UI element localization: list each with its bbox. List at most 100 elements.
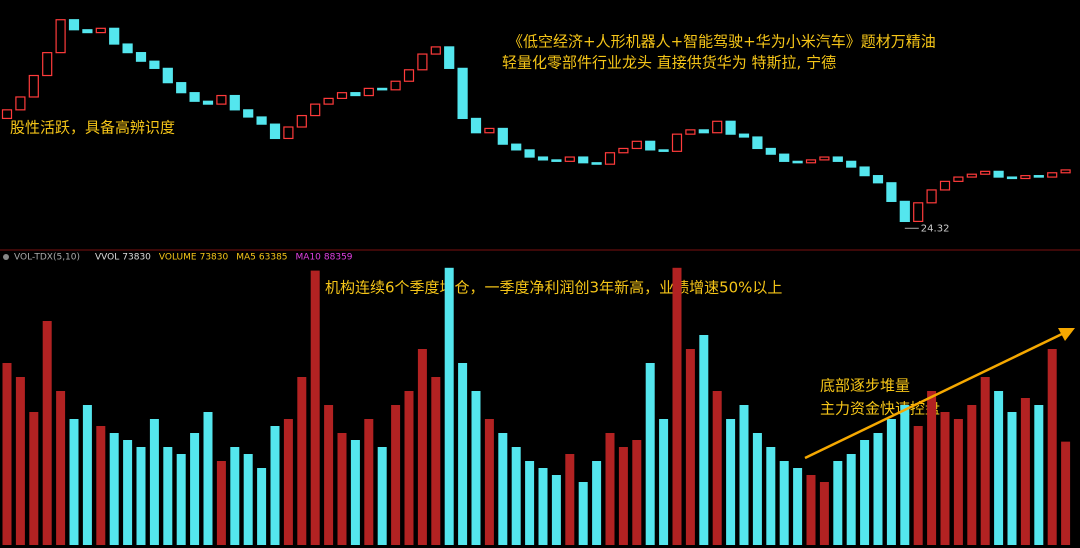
volume-bar — [42, 321, 52, 545]
readout-name: MA5 — [236, 253, 256, 263]
volume-bar — [96, 426, 106, 545]
candle — [926, 189, 937, 204]
candle — [779, 153, 790, 162]
candle — [135, 52, 147, 62]
annotation: 股性活跃，具备高辨识度 — [10, 119, 175, 137]
candle — [819, 156, 830, 161]
volume-bar — [2, 363, 12, 545]
volume-bar — [860, 440, 870, 545]
volume-bar — [1007, 412, 1017, 545]
volume-bar — [270, 426, 280, 545]
volume-bar — [149, 419, 159, 545]
candle — [68, 19, 80, 31]
arrow-head — [1058, 328, 1075, 341]
candle — [122, 43, 133, 54]
volume-bar — [190, 433, 200, 545]
candle — [162, 67, 173, 84]
volume-bar — [444, 267, 454, 545]
candle — [95, 27, 106, 34]
annotation: 机构连续6个季度增仓，一季度净利润创3年新高，业绩增速50%以上 — [325, 279, 782, 297]
candle — [832, 156, 843, 162]
volume-bar — [578, 482, 588, 545]
candle — [725, 120, 736, 135]
volume-bar — [953, 419, 963, 545]
candle — [42, 52, 53, 77]
candle — [417, 53, 428, 71]
candle — [993, 170, 1004, 178]
volume-bar — [967, 405, 977, 545]
candle — [149, 60, 160, 69]
volume-bar — [458, 363, 468, 545]
readout-value: 73830 — [200, 253, 229, 263]
volume-bar — [391, 405, 401, 545]
volume-bar — [752, 433, 762, 545]
volume-bar — [230, 447, 240, 545]
volume-bar — [940, 412, 950, 545]
indicator-name: VOL-TDX(5,10) — [14, 253, 80, 263]
candle — [457, 67, 468, 120]
candle — [323, 97, 334, 105]
volume-bar — [56, 391, 66, 545]
volume-bar — [726, 419, 736, 545]
annotation: 底部逐步堆量 — [820, 377, 910, 395]
candle — [1006, 176, 1018, 180]
volume-bar — [551, 475, 561, 545]
volume-bar — [525, 461, 535, 545]
readout-name: VVOL — [95, 253, 119, 263]
candle — [618, 147, 629, 154]
candle — [484, 127, 495, 134]
volume-bar — [1020, 398, 1030, 545]
annotation: 《低空经济+人形机器人+智能驾驶+华为小米汽车》题材万精油 — [508, 33, 936, 51]
volume-bar — [766, 447, 776, 545]
volume-bar — [163, 447, 173, 545]
volume-bar — [15, 377, 25, 545]
candle — [738, 133, 750, 138]
candle — [336, 92, 348, 99]
volume-bar — [739, 405, 749, 545]
candle — [390, 80, 401, 91]
volume-bar — [297, 377, 307, 545]
volume-bar — [605, 433, 615, 545]
candle — [939, 180, 951, 191]
volume-bar — [538, 468, 548, 545]
candle — [377, 87, 388, 91]
volume-bar — [484, 419, 494, 545]
volume-bar — [592, 461, 602, 545]
candle — [15, 96, 26, 111]
candle — [685, 129, 696, 135]
volume-bar — [873, 433, 883, 545]
volume-bar — [243, 454, 253, 545]
volume-bar — [1034, 405, 1044, 545]
volume-bar — [324, 405, 334, 545]
volume-bar — [29, 412, 39, 545]
volume-bar — [257, 468, 267, 545]
volume-bar — [417, 349, 427, 545]
volume-bar — [176, 454, 186, 545]
readout-value: 73830 — [122, 253, 151, 263]
candle — [578, 156, 589, 164]
volume-bar — [833, 461, 843, 545]
readout-name: VOLUME — [159, 253, 197, 263]
candle — [216, 94, 227, 105]
volume-bar — [927, 391, 937, 545]
annotation: 主力资金快速控盘 — [820, 400, 940, 418]
candle — [966, 173, 977, 178]
candle — [953, 176, 964, 182]
volume-bar — [109, 433, 119, 545]
volume-bar — [685, 349, 695, 545]
candle — [55, 19, 66, 54]
candle — [671, 133, 683, 152]
candle — [591, 162, 602, 165]
candle — [846, 160, 857, 168]
volume-bar — [431, 377, 441, 545]
volume-bar — [846, 454, 856, 545]
candle — [430, 46, 441, 55]
candle — [229, 94, 240, 111]
candle — [604, 152, 616, 165]
candle — [537, 156, 549, 161]
candle — [202, 100, 214, 105]
candle — [403, 69, 415, 82]
volume-bar — [886, 419, 896, 545]
candle — [564, 156, 575, 162]
